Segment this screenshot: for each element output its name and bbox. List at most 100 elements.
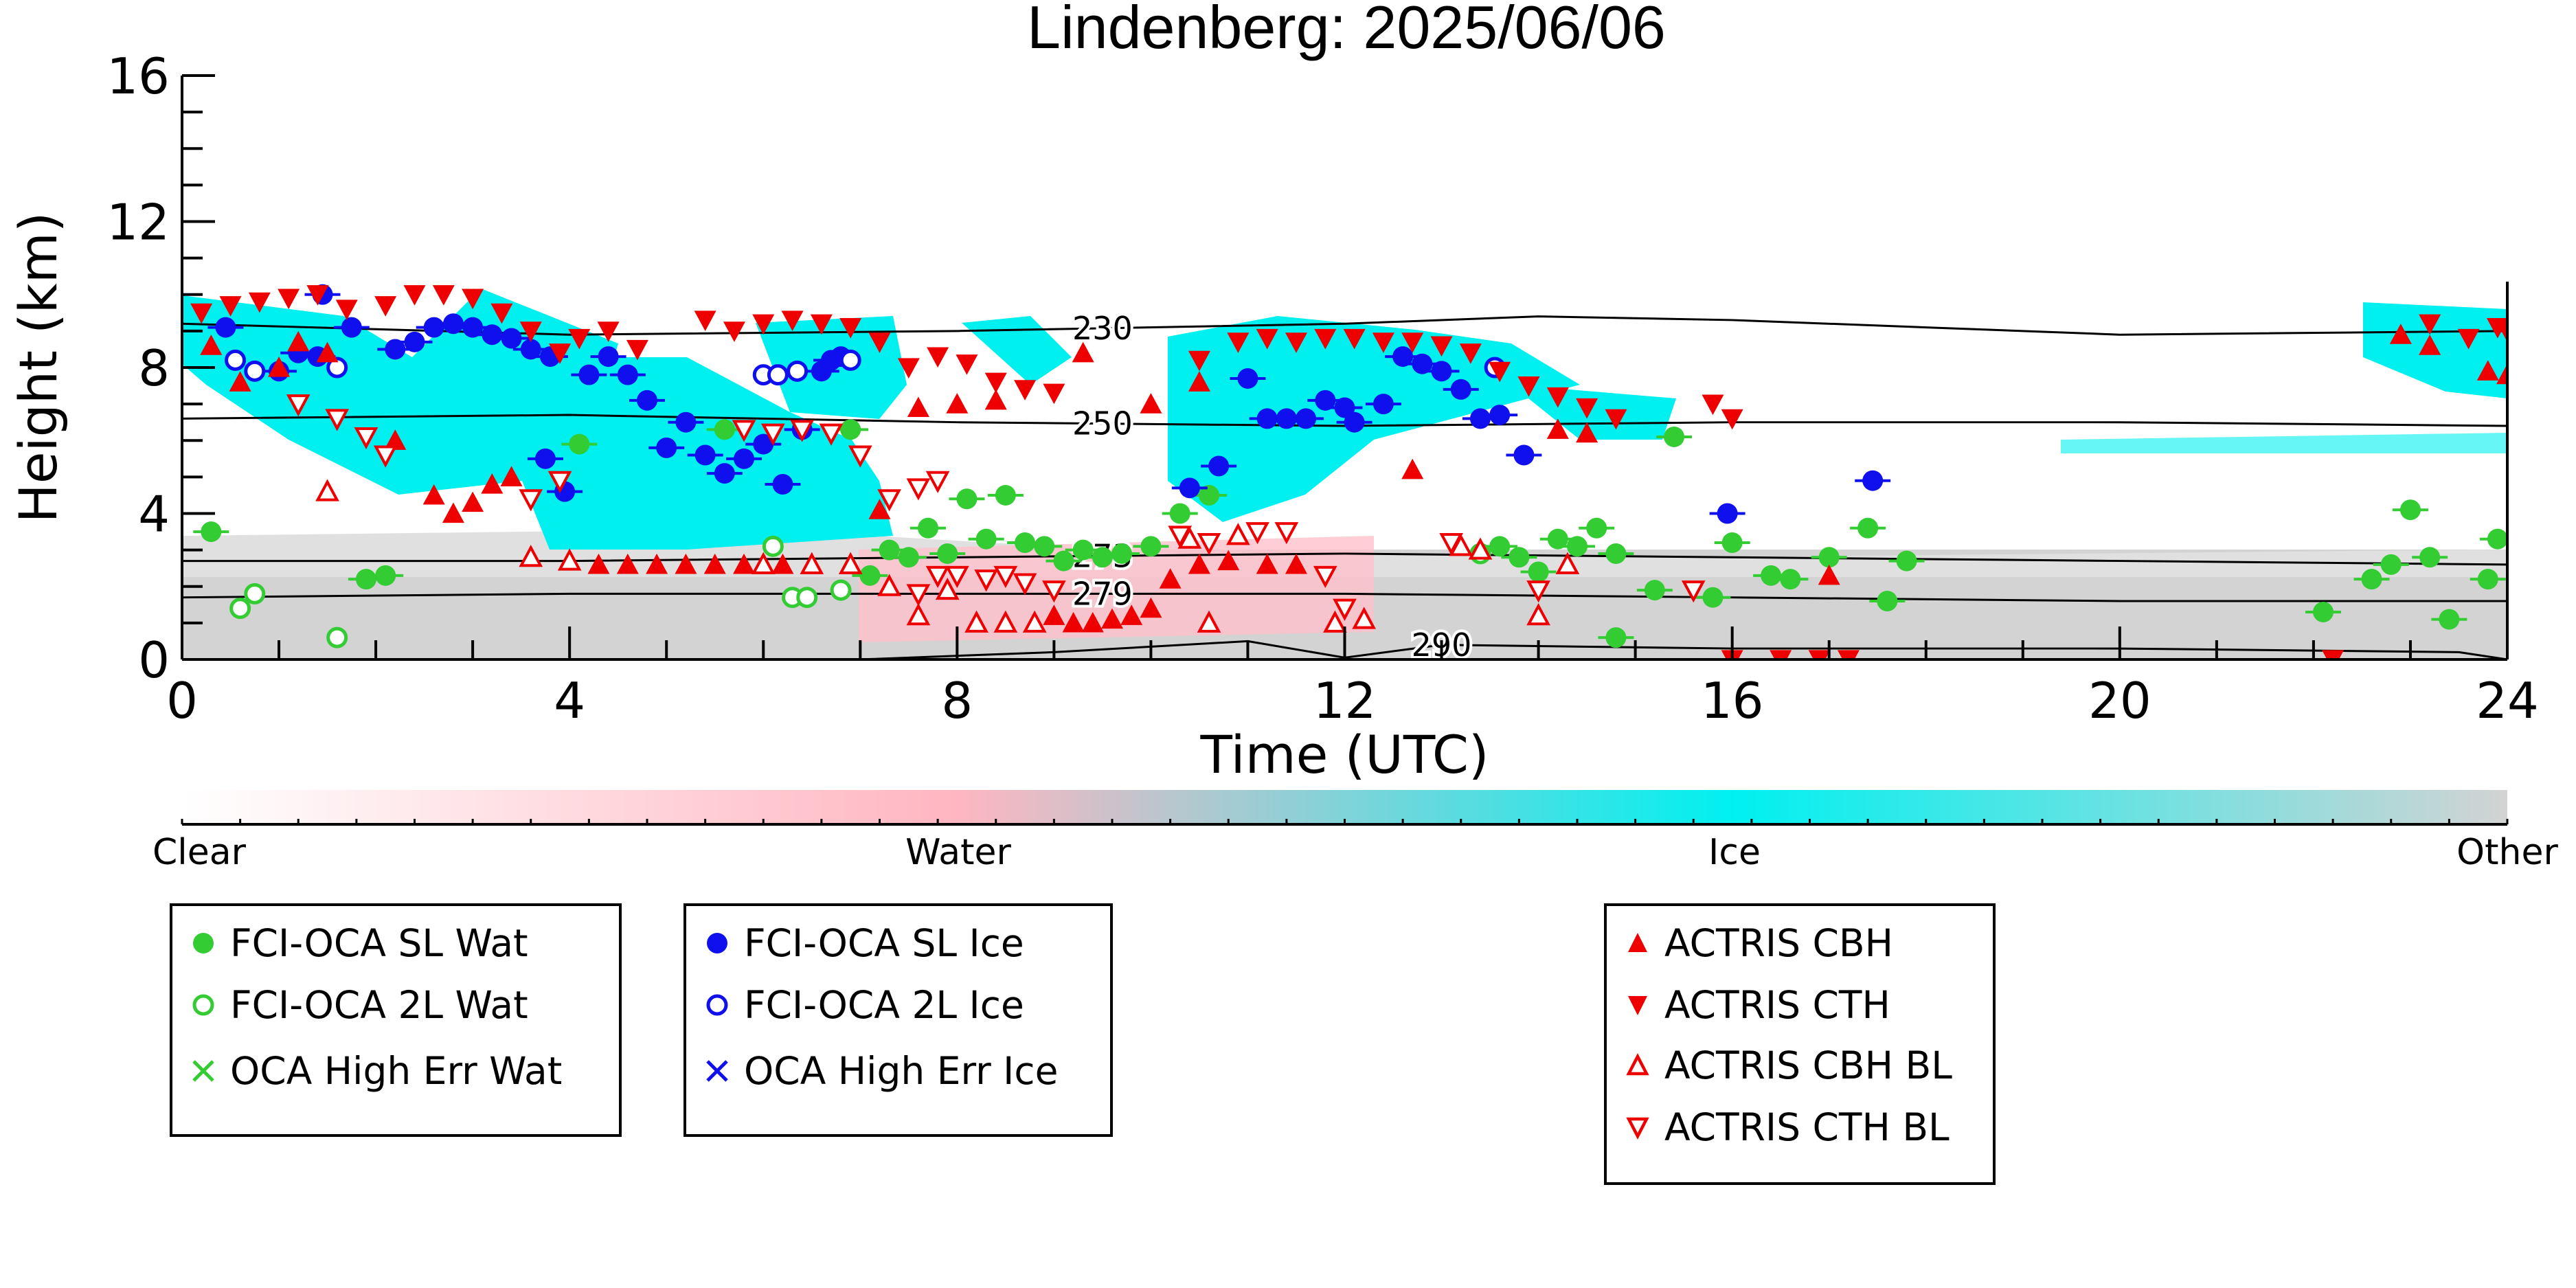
data-point (838, 552, 863, 574)
data-point (519, 489, 543, 512)
data-point (1372, 394, 1394, 415)
data-point (616, 553, 639, 574)
data-point (1401, 458, 1424, 479)
data-point (1034, 536, 1055, 557)
data-point (2322, 650, 2345, 659)
data-point (1188, 350, 1210, 372)
legend-label: ACTRIS CTH BL (1664, 1105, 1950, 1149)
isotherm-label: 279 (1072, 575, 1133, 612)
data-point (578, 364, 600, 385)
data-point (1245, 522, 1269, 545)
isotherm-line (181, 414, 2508, 427)
data-point (442, 313, 464, 335)
data-point (1323, 610, 1347, 633)
data-point (2439, 609, 2460, 630)
data-point (1780, 569, 1801, 590)
data-point (1313, 565, 1337, 589)
data-point (1721, 532, 1743, 553)
data-point (1043, 383, 1065, 405)
data-point (2496, 321, 2507, 342)
legend-label: ACTRIS CBH (1664, 921, 1893, 965)
x-tick-label: 4 (554, 672, 585, 730)
isotherm-line (181, 315, 2508, 336)
data-point (190, 303, 213, 324)
data-point (839, 349, 861, 371)
data-point (375, 565, 396, 586)
data-point (956, 354, 978, 375)
data-point (244, 360, 266, 382)
data-point (879, 539, 900, 561)
legend-label: FCI-OCA 2L Ice (744, 983, 1024, 1027)
data-point (335, 300, 358, 320)
data-point (772, 474, 793, 495)
data-point (1439, 533, 1463, 556)
data-point (1770, 650, 1792, 659)
data-point (568, 328, 591, 350)
data-point (975, 528, 997, 550)
ice-cloud-4 (962, 316, 1072, 385)
data-point (2399, 499, 2421, 521)
water-patch (859, 536, 1374, 642)
data-point (1256, 553, 1278, 574)
x-tick-label: 0 (166, 672, 198, 730)
data-point (859, 565, 881, 586)
data-point (1256, 328, 1278, 350)
data-point (751, 552, 776, 574)
data-point (2496, 363, 2507, 385)
y-axis-label: Height (km) (8, 212, 69, 523)
data-point (547, 471, 572, 493)
data-point (326, 626, 348, 648)
data-point (656, 437, 677, 458)
data-point (1053, 550, 1074, 572)
isotherm-label: 230 (1072, 310, 1133, 347)
data-point (422, 484, 445, 505)
cross-icon (706, 1060, 728, 1082)
filled-circle-icon (193, 933, 214, 953)
legend-label: FCI-OCA SL Wat (230, 921, 528, 965)
y-tick-label: 12 (106, 194, 170, 251)
data-point (1489, 361, 1511, 383)
data-point (830, 579, 852, 601)
data-point (897, 358, 920, 379)
data-point (1644, 580, 1665, 601)
data-point (790, 420, 815, 442)
data-point (2477, 569, 2498, 590)
data-point (761, 423, 785, 446)
data-point (1567, 536, 1588, 557)
data-point (927, 347, 949, 368)
data-point (839, 317, 862, 339)
legend-item: OCA High Err Wat (185, 1043, 562, 1098)
data-point (1702, 394, 1724, 416)
data-point (762, 535, 784, 557)
data-point (404, 331, 425, 352)
data-point (1761, 565, 1782, 586)
data-point (964, 610, 988, 633)
legend-item: FCI-OCA 2L Wat (185, 978, 528, 1032)
data-point (549, 343, 572, 364)
data-point (520, 339, 541, 360)
data-point (906, 603, 931, 626)
legend-label: FCI-OCA SL Ice (744, 921, 1024, 965)
data-point (1169, 503, 1190, 524)
data-point (1199, 484, 1220, 506)
data-point (534, 448, 556, 469)
data-point (1344, 411, 1365, 433)
data-point (877, 489, 901, 512)
data-point (2419, 314, 2441, 335)
data-point (984, 372, 1007, 394)
chart-title: Lindenberg: 2025/06/06 (1027, 0, 1666, 61)
data-point (1022, 610, 1047, 633)
data-point (993, 610, 1018, 633)
data-point (278, 289, 300, 310)
data-point (2476, 360, 2499, 381)
legend-label: ACTRIS CTH (1664, 983, 1890, 1027)
triangle-down-filled-icon (1628, 996, 1647, 1015)
data-point (1334, 397, 1355, 418)
data-point (1372, 332, 1394, 353)
legend-water: FCI-OCA SL Wat FCI-OCA 2L Wat OCA High E… (170, 903, 622, 1137)
axes: 0 4 8 12 16 0 4 8 12 16 20 24 Time (UTC) Height (km) (8, 47, 2539, 785)
data-point (385, 339, 406, 360)
data-point (384, 429, 407, 450)
data-point (462, 289, 484, 310)
data-point (907, 396, 929, 418)
